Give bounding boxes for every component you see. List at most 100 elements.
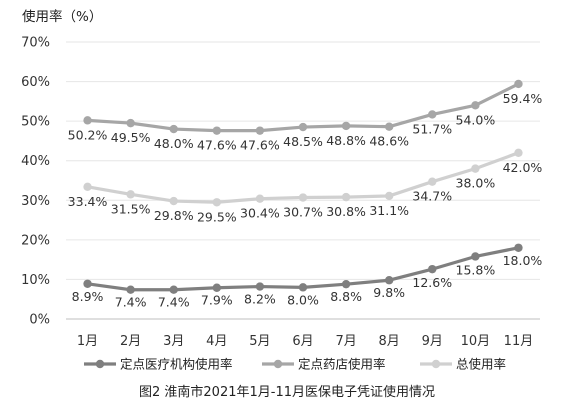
data-label: 34.7%	[412, 189, 452, 204]
data-point	[255, 194, 265, 203]
x-tick-label: 1月	[77, 334, 98, 349]
data-label: 9.8%	[373, 285, 405, 300]
data-point	[83, 116, 92, 125]
series-1: 8.9% 7.4% 7.4% 7.9% 8.2% 8.0% 8.8% 9.8% 12.6% 15.…	[72, 243, 543, 310]
y-tick-label: 70%	[21, 36, 50, 51]
y-tick-label: 40%	[21, 154, 50, 169]
data-label: 48.5%	[283, 134, 323, 149]
data-point	[471, 164, 480, 173]
data-point	[471, 252, 480, 261]
data-label: 30.8%	[326, 204, 366, 219]
legend-label: 总使用率	[456, 357, 506, 372]
data-label: 54.0%	[456, 112, 496, 127]
data-label: 48.8%	[326, 133, 366, 148]
y-axis-title: 使用率（%）	[22, 8, 102, 25]
data-label: 51.7%	[412, 121, 452, 136]
data-point	[255, 282, 265, 291]
data-label: 47.6%	[240, 138, 280, 153]
x-tick-label: 9月	[422, 334, 443, 349]
data-point	[428, 110, 437, 119]
chart-caption: 图2 淮南市2021年1月-11月医保电子凭证使用情况	[139, 384, 435, 400]
data-point	[471, 101, 480, 110]
legend-label: 定点医疗机构使用率	[120, 357, 233, 372]
data-label: 30.7%	[283, 205, 323, 220]
x-tick-label: 7月	[335, 334, 356, 349]
data-point	[298, 122, 308, 132]
data-point	[384, 122, 394, 131]
data-point	[212, 198, 222, 207]
series-3: 33.4%31.5% 29.8% 29.5% 30.4% 30.7% 30.8% 31.1%…	[68, 148, 543, 224]
data-label: 15.8%	[456, 262, 496, 277]
data-label: 50.2%	[68, 127, 108, 142]
y-axis-ticks: 0% 10% 20% 30% 40% 50% 60% 70%	[21, 36, 50, 328]
data-point	[298, 283, 308, 292]
data-label: 8.2%	[244, 292, 276, 307]
x-tick-label: 10月	[461, 334, 491, 349]
data-point	[212, 283, 222, 292]
data-point	[83, 279, 92, 288]
y-tick-label: 0%	[29, 313, 50, 328]
x-tick-label: 5月	[249, 334, 270, 349]
data-label: 47.6%	[197, 138, 237, 153]
y-tick-label: 10%	[21, 273, 50, 288]
data-label: 31.1%	[369, 203, 409, 218]
data-point	[384, 191, 394, 201]
data-point	[169, 196, 178, 206]
data-point	[428, 264, 437, 274]
data-point	[384, 276, 394, 285]
data-label: 18.0%	[503, 253, 543, 268]
data-label: 48.0%	[154, 136, 194, 151]
data-point	[126, 285, 135, 294]
data-point	[83, 182, 92, 192]
data-label: 49.5%	[111, 130, 151, 145]
data-label: 8.0%	[287, 292, 319, 307]
x-tick-label: 2月	[120, 334, 141, 349]
y-tick-label: 20%	[21, 233, 50, 248]
legend-item: 总使用率	[420, 357, 506, 372]
data-point	[514, 79, 523, 89]
data-label: 8.9%	[72, 289, 104, 304]
x-tick-label: 4月	[206, 334, 227, 349]
data-point	[341, 121, 351, 131]
data-label: 12.6%	[412, 275, 452, 290]
series-layer: 8.9% 7.4% 7.4% 7.9% 8.2% 8.0% 8.8% 9.8% 12.6% 15.…	[68, 79, 543, 310]
data-label: 42.0%	[503, 160, 543, 175]
data-label: 31.5%	[111, 201, 151, 216]
data-label: 59.4%	[503, 91, 543, 106]
data-point	[126, 190, 135, 199]
legend-label: 定点药店使用率	[298, 357, 386, 372]
data-label: 7.9%	[201, 293, 233, 308]
legend-swatch-marker	[431, 359, 441, 369]
data-label: 30.4%	[240, 206, 280, 221]
data-point	[126, 118, 135, 128]
data-point	[298, 193, 308, 202]
y-tick-label: 50%	[21, 115, 50, 130]
x-tick-label: 11月	[504, 334, 534, 349]
data-point	[169, 124, 178, 134]
legend: 定点医疗机构使用率 定点药店使用率 总使用率	[84, 357, 506, 372]
data-point	[341, 192, 351, 202]
data-label: 33.4%	[68, 194, 108, 209]
legend-item: 定点药店使用率	[262, 357, 386, 372]
legend-swatch-marker	[95, 359, 105, 369]
data-point	[341, 279, 351, 289]
gridlines	[66, 41, 540, 320]
data-label: 7.4%	[115, 295, 147, 310]
data-label: 29.5%	[197, 209, 237, 224]
data-label: 48.6%	[369, 134, 409, 149]
data-point	[428, 177, 437, 186]
data-label: 29.8%	[154, 208, 194, 223]
legend-swatch-marker	[273, 359, 283, 369]
data-label: 8.8%	[330, 289, 362, 304]
y-tick-label: 60%	[21, 75, 50, 90]
y-tick-label: 30%	[21, 194, 50, 209]
series-2: 50.2% 49.5% 48.0% 47.6% 47.6% 48.5% 48.8% 48.6%…	[68, 79, 543, 153]
data-label: 38.0%	[456, 176, 496, 191]
legend-item: 定点医疗机构使用率	[84, 357, 233, 372]
data-label: 7.4%	[158, 295, 190, 310]
data-point	[169, 285, 178, 294]
data-point	[255, 126, 265, 135]
x-tick-label: 3月	[163, 334, 184, 349]
data-point	[514, 243, 523, 252]
